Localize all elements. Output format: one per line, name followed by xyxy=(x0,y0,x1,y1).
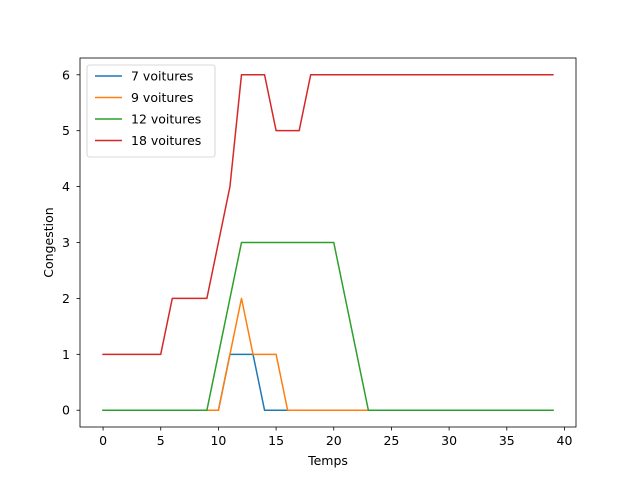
legend-box xyxy=(86,64,216,158)
legend-label-1: 7 voitures xyxy=(131,69,193,84)
x-axis-label: Temps xyxy=(307,453,348,468)
x-tick-label: 25 xyxy=(383,433,399,448)
x-tick-label: 20 xyxy=(326,433,342,448)
y-tick-label: 5 xyxy=(62,123,70,138)
y-tick-label: 6 xyxy=(62,67,70,82)
x-axis-ticks: 0 5 10 15 20 25 30 35 40 xyxy=(99,427,572,448)
y-tick-label: 3 xyxy=(62,235,70,250)
legend-label-3: 12 voitures xyxy=(131,112,201,127)
y-tick-label: 4 xyxy=(62,179,70,194)
legend-label-2: 9 voitures xyxy=(131,90,193,105)
x-tick-label: 15 xyxy=(268,433,284,448)
x-tick-label: 40 xyxy=(557,433,573,448)
legend: 7 voitures 9 voitures 12 voitures 18 voitur… xyxy=(86,64,216,158)
y-axis-label: Congestion xyxy=(41,207,56,277)
x-tick-label: 10 xyxy=(210,433,226,448)
series-line-3 xyxy=(102,241,554,411)
x-tick-label: 30 xyxy=(441,433,457,448)
legend-label-4: 18 voitures xyxy=(131,133,201,148)
y-axis-ticks: 0 1 2 3 4 5 6 xyxy=(62,67,80,418)
y-tick-label: 1 xyxy=(62,347,70,362)
series-line-4 xyxy=(102,74,554,356)
y-tick-label: 0 xyxy=(62,403,70,418)
x-tick-label: 5 xyxy=(157,433,165,448)
series-layer xyxy=(102,74,554,411)
y-tick-label: 2 xyxy=(62,291,70,306)
x-tick-label: 35 xyxy=(499,433,515,448)
x-tick-label: 0 xyxy=(99,433,107,448)
